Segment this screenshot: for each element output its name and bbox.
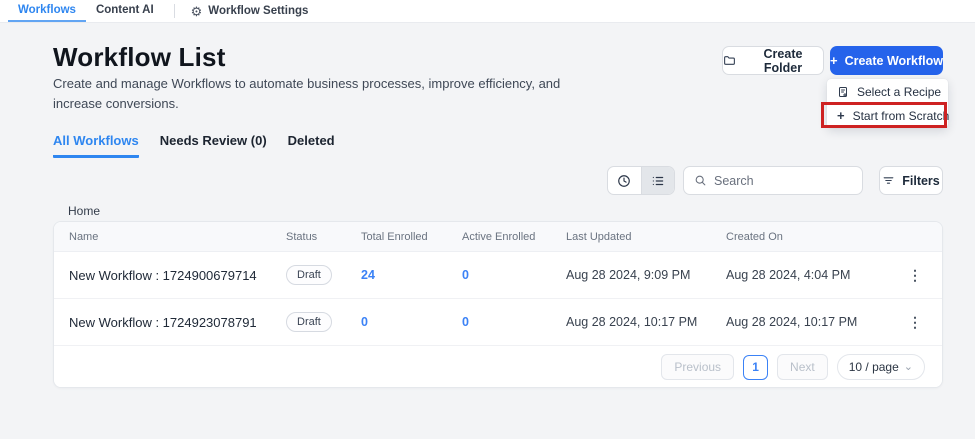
next-page-button[interactable]: Next: [777, 354, 828, 380]
page-size-select[interactable]: 10 / page ⌄: [836, 354, 925, 380]
last-updated-value: Aug 28 2024, 9:09 PM: [566, 268, 691, 282]
created-on-value: Aug 28 2024, 10:17 PM: [726, 315, 858, 329]
create-workflow-dropdown-menu: Select a Recipe + Start from Scratch: [827, 79, 950, 128]
row-actions-kebab-icon[interactable]: ⋮: [908, 314, 922, 330]
plus-icon: +: [830, 53, 838, 68]
topnav-divider: [173, 4, 175, 18]
total-enrolled-link[interactable]: 0: [361, 315, 368, 329]
create-folder-label: Create Folder: [763, 46, 803, 75]
workflow-settings-link[interactable]: ⚙ Workflow Settings: [185, 0, 315, 22]
tab-all-workflows[interactable]: All Workflows: [53, 133, 139, 158]
page-size-label: 10 / page: [848, 360, 899, 374]
table-row[interactable]: New Workflow : 1724923078791 Draft 0 0 A…: [54, 299, 942, 346]
plus-icon: +: [837, 108, 845, 123]
page-title: Workflow List: [53, 42, 226, 72]
list-toolbar: Filters: [607, 166, 943, 195]
search-box: [683, 166, 863, 195]
recipe-icon: [837, 86, 849, 98]
menu-item-select-a-recipe[interactable]: Select a Recipe: [827, 80, 948, 104]
search-input[interactable]: [714, 173, 862, 188]
list-icon: [651, 174, 665, 188]
active-enrolled-link[interactable]: 0: [462, 315, 469, 329]
tab-needs-review[interactable]: Needs Review (0): [159, 133, 267, 148]
workflow-settings-label: Workflow Settings: [208, 5, 309, 17]
page-number-button[interactable]: 1: [743, 354, 769, 380]
previous-page-button[interactable]: Previous: [661, 354, 735, 380]
topnav-tab-content-ai[interactable]: Content AI: [95, 4, 154, 16]
column-header-name: Name: [69, 230, 99, 243]
row-actions-kebab-icon[interactable]: ⋮: [908, 267, 922, 283]
view-toggle-group: [607, 166, 675, 195]
workflow-name[interactable]: New Workflow : 1724923078791: [69, 314, 257, 330]
workflow-list-tabs: All Workflows Needs Review (0) Deleted: [53, 133, 335, 158]
tab-deleted[interactable]: Deleted: [287, 133, 335, 148]
search-icon: [694, 174, 707, 187]
chevron-down-icon: ⌄: [903, 360, 913, 373]
timeline-view-toggle[interactable]: [608, 167, 641, 194]
workflow-table-card: Name Status Total Enrolled Active Enroll…: [53, 221, 943, 388]
filters-button[interactable]: Filters: [879, 166, 943, 195]
create-workflow-label: Create Workflow: [844, 53, 943, 68]
create-workflow-button[interactable]: + Create Workflow: [830, 46, 943, 75]
status-badge: Draft: [286, 265, 332, 285]
page-subtitle: Create and manage Workflows to automate …: [53, 76, 561, 111]
column-header-created-on: Created On: [726, 230, 783, 243]
table-header-row: Name Status Total Enrolled Active Enroll…: [54, 222, 942, 252]
filters-label: Filters: [902, 173, 940, 188]
column-header-total-enrolled: Total Enrolled: [361, 230, 428, 243]
total-enrolled-link[interactable]: 24: [361, 268, 375, 282]
table-row[interactable]: New Workflow : 1724900679714 Draft 24 0 …: [54, 252, 942, 299]
created-on-value: Aug 28 2024, 4:04 PM: [726, 268, 851, 282]
folder-icon: [723, 54, 736, 67]
topnav-tab-workflows[interactable]: Workflows: [8, 0, 86, 22]
menu-item-start-from-scratch[interactable]: + Start from Scratch: [827, 104, 950, 128]
clock-icon: [617, 174, 631, 188]
workflow-name[interactable]: New Workflow : 1724900679714: [69, 267, 257, 283]
column-header-status: Status: [286, 230, 318, 243]
filter-icon: [882, 174, 895, 187]
last-updated-value: Aug 28 2024, 10:17 PM: [566, 315, 698, 329]
active-enrolled-link[interactable]: 0: [462, 268, 469, 282]
create-folder-button[interactable]: Create Folder: [722, 46, 824, 75]
pagination-bar: Previous 1 Next 10 / page ⌄: [54, 346, 942, 387]
menu-item-label: Start from Scratch: [852, 108, 950, 123]
column-header-last-updated: Last Updated: [566, 230, 632, 243]
list-view-toggle[interactable]: [640, 167, 674, 194]
column-header-active-enrolled: Active Enrolled: [462, 230, 536, 243]
top-navigation-bar: Workflows Content AI ⚙ Workflow Settings: [0, 0, 975, 23]
gear-icon: ⚙: [190, 3, 203, 19]
breadcrumb-home[interactable]: Home: [68, 204, 101, 218]
status-badge: Draft: [286, 312, 332, 332]
menu-item-label: Select a Recipe: [857, 84, 942, 99]
